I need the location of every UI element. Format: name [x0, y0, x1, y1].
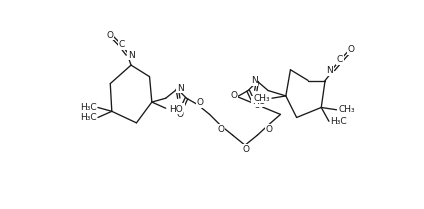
Text: O: O [242, 145, 249, 154]
Text: HO: HO [169, 104, 183, 113]
Text: H₃C: H₃C [80, 113, 96, 122]
Text: O: O [218, 125, 225, 134]
Text: O: O [176, 110, 183, 119]
Text: CH₃: CH₃ [338, 105, 355, 114]
Text: N: N [177, 84, 184, 93]
Text: O: O [107, 31, 114, 40]
Text: O: O [254, 101, 261, 110]
Text: O: O [348, 45, 355, 54]
Text: N: N [251, 76, 258, 85]
Text: HO: HO [252, 97, 266, 106]
Text: C: C [337, 55, 343, 64]
Text: O: O [265, 125, 272, 134]
Text: CH₃: CH₃ [254, 94, 271, 103]
Text: CH₃: CH₃ [167, 104, 184, 113]
Text: N: N [326, 66, 333, 75]
Text: H₃C: H₃C [330, 117, 347, 126]
Text: H₃C: H₃C [80, 103, 96, 112]
Text: O: O [197, 98, 204, 107]
Text: N: N [128, 51, 134, 60]
Text: O: O [231, 91, 238, 100]
Text: C: C [119, 40, 125, 49]
